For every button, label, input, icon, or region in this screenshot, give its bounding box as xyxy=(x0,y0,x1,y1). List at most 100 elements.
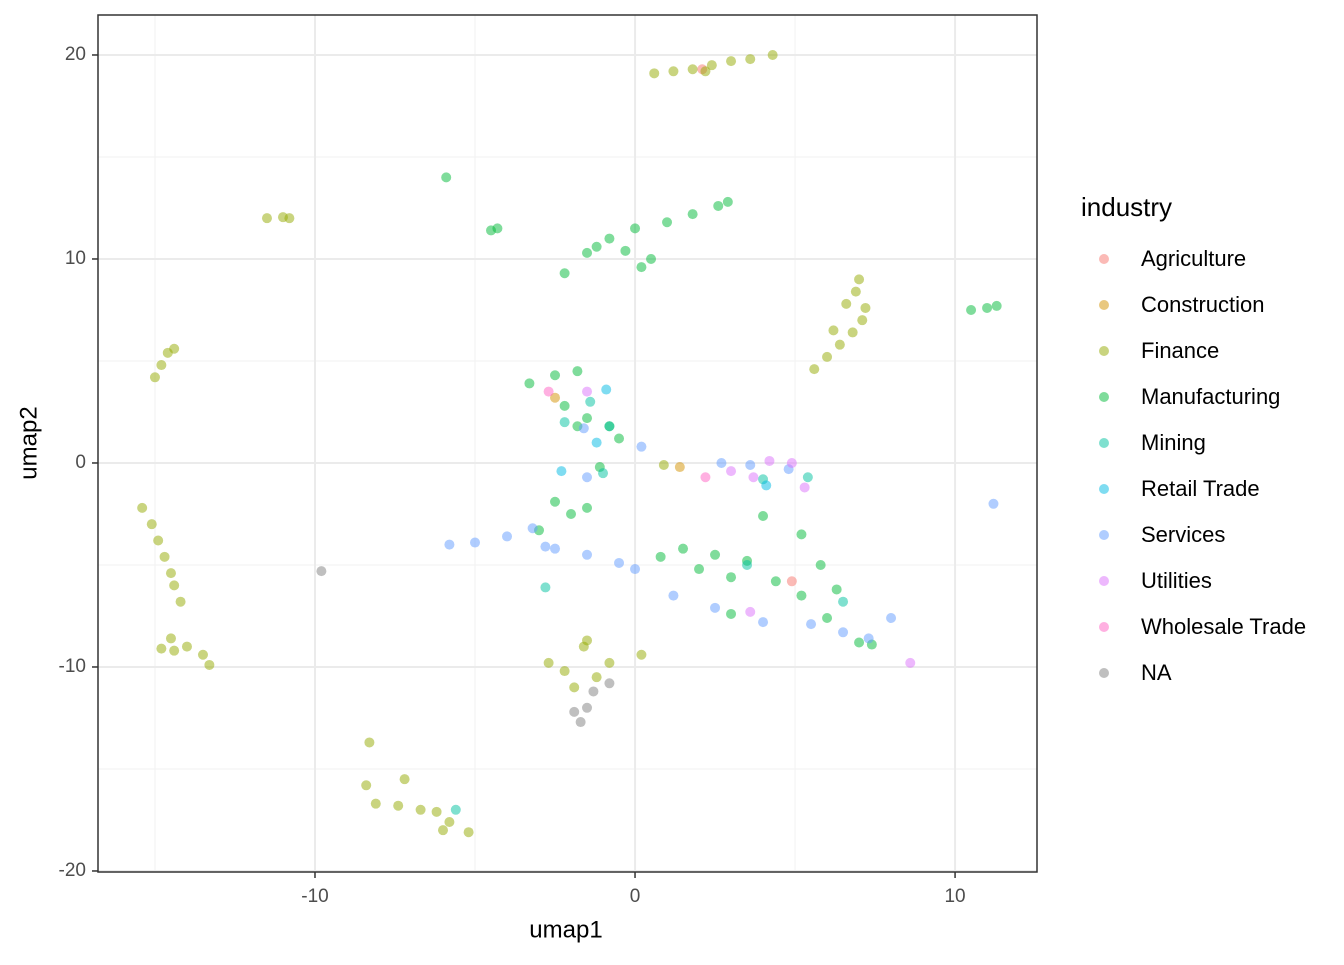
point xyxy=(316,566,327,577)
point xyxy=(758,617,769,628)
point xyxy=(726,572,737,583)
point xyxy=(966,304,977,315)
x-tick-label: -10 xyxy=(301,886,328,907)
point xyxy=(838,596,849,607)
point xyxy=(796,529,807,540)
point xyxy=(658,460,669,471)
point xyxy=(630,564,641,575)
point xyxy=(540,582,551,593)
point xyxy=(687,209,698,220)
point xyxy=(854,274,865,285)
point xyxy=(197,649,208,660)
point xyxy=(156,643,167,654)
point xyxy=(582,386,593,397)
point xyxy=(905,657,916,668)
x-tick-label: 0 xyxy=(630,886,641,907)
point xyxy=(591,241,602,252)
point xyxy=(153,535,164,546)
point xyxy=(802,472,813,483)
point xyxy=(361,780,372,791)
y-tick-label: -20 xyxy=(59,860,86,881)
point xyxy=(630,223,641,234)
point xyxy=(543,386,554,397)
point xyxy=(710,602,721,613)
point xyxy=(726,56,737,67)
point xyxy=(540,541,551,552)
point xyxy=(146,519,157,530)
point xyxy=(646,253,657,264)
point xyxy=(550,496,561,507)
legend-title: industry xyxy=(1081,192,1172,222)
legend-label: Retail Trade xyxy=(1141,476,1260,501)
point xyxy=(399,774,410,785)
point xyxy=(582,702,593,713)
point xyxy=(591,672,602,683)
point xyxy=(834,339,845,350)
point xyxy=(559,417,570,428)
point xyxy=(550,370,561,381)
point xyxy=(668,590,679,601)
point xyxy=(502,531,513,542)
legend-swatch xyxy=(1099,576,1109,586)
point xyxy=(582,472,593,483)
point xyxy=(726,466,737,477)
legend-label: NA xyxy=(1141,660,1172,685)
point xyxy=(758,511,769,522)
point xyxy=(636,262,647,273)
legend-swatch xyxy=(1099,300,1109,310)
point xyxy=(582,247,593,258)
point xyxy=(604,657,615,668)
point xyxy=(988,498,999,509)
point xyxy=(806,619,817,630)
point xyxy=(748,472,759,483)
point xyxy=(764,455,775,466)
point xyxy=(444,817,455,828)
point xyxy=(463,827,474,838)
point xyxy=(700,66,711,77)
legend-label: Construction xyxy=(1141,292,1265,317)
point xyxy=(828,325,839,336)
point xyxy=(674,462,685,473)
point xyxy=(156,360,167,371)
point xyxy=(175,596,186,607)
point xyxy=(991,300,1002,311)
point xyxy=(854,637,865,648)
point xyxy=(700,472,711,483)
point xyxy=(706,60,717,71)
point xyxy=(470,537,481,548)
point xyxy=(745,54,756,65)
point xyxy=(591,437,602,448)
point xyxy=(860,302,871,313)
point xyxy=(831,584,842,595)
point xyxy=(582,635,593,646)
legend-label: Utilities xyxy=(1141,568,1212,593)
point xyxy=(165,633,176,644)
point xyxy=(850,286,861,297)
point xyxy=(614,433,625,444)
point xyxy=(982,302,993,313)
point xyxy=(524,378,535,389)
legend-swatch xyxy=(1099,392,1109,402)
point xyxy=(559,268,570,279)
legend-label: Mining xyxy=(1141,430,1206,455)
legend-label: Finance xyxy=(1141,338,1219,363)
point xyxy=(857,315,868,326)
point xyxy=(770,576,781,587)
legend-swatch xyxy=(1099,346,1109,356)
legend-swatch xyxy=(1099,484,1109,494)
point xyxy=(722,196,733,207)
point xyxy=(169,580,180,591)
point xyxy=(450,804,461,815)
point xyxy=(556,466,567,477)
point xyxy=(559,666,570,677)
legend-swatch xyxy=(1099,254,1109,264)
point xyxy=(601,384,612,395)
point xyxy=(578,423,589,434)
point xyxy=(649,68,660,79)
point xyxy=(284,213,295,224)
point xyxy=(716,457,727,468)
point xyxy=(636,649,647,660)
point xyxy=(585,396,596,407)
point xyxy=(492,223,503,234)
